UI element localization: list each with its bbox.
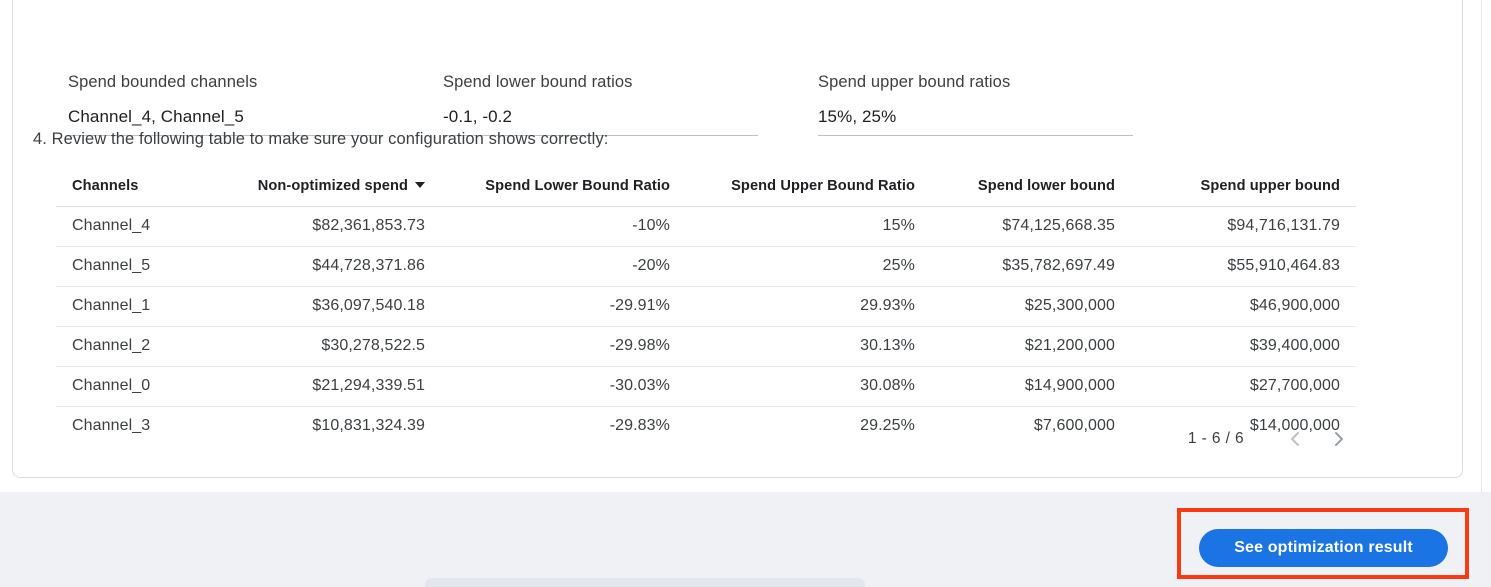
paginator-range-label: 1 - 6 / 6 (1187, 430, 1244, 447)
cell-channel: Channel_3 (72, 417, 151, 434)
column-header-spend-upper-bound-label: Spend upper bound (1200, 178, 1340, 194)
cell-spend-lower-bound-ratio: -20% (441, 246, 686, 287)
field-input-spend-upper-bound-ratios[interactable]: 15%, 25% (818, 106, 1133, 136)
sort-descending-icon (415, 182, 425, 188)
review-table: Channels Non-optimized spend Spend Lower… (56, 178, 1356, 446)
field-input-spend-lower-bound-ratios[interactable]: -0.1, -0.2 (443, 106, 758, 136)
table-row: Channel_1 $36,097,540.18 -29.91% 29.93% … (56, 286, 1356, 327)
column-header-spend-upper-bound-ratio[interactable]: Spend Upper Bound Ratio (686, 178, 931, 207)
cell-channel: Channel_2 (56, 326, 226, 367)
column-header-spend-lower-bound-ratio-label: Spend Lower Bound Ratio (485, 178, 670, 194)
column-header-non-optimized-spend[interactable]: Non-optimized spend (226, 178, 441, 207)
cell-spend-lower-bound: $7,600,000 (1033, 417, 1115, 434)
cell-spend-lower-bound-ratio: -10% (441, 206, 686, 247)
see-optimization-result-button[interactable]: See optimization result (1199, 529, 1448, 567)
column-header-spend-lower-bound-ratio[interactable]: Spend Lower Bound Ratio (441, 178, 686, 207)
table-row: Channel_3 $10,831,324.39 -29.83% 29.25% … (56, 407, 1356, 447)
cell-non-optimized-spend: $82,361,853.73 (226, 206, 441, 247)
cell-spend-lower-bound: $21,200,000 (931, 326, 1131, 367)
table-row: Channel_2 $30,278,522.5 -29.98% 30.13% $… (56, 326, 1356, 367)
cell-non-optimized-spend: $36,097,540.18 (226, 286, 441, 327)
table-row: Channel_5 $44,728,371.86 -20% 25% $35,78… (56, 246, 1356, 287)
cell-spend-lower-bound: $14,900,000 (931, 366, 1131, 407)
bounds-fields-row: Spend bounded channels Channel_4, Channe… (68, 72, 1408, 142)
cell-spend-upper-bound: $94,716,131.79 (1131, 206, 1356, 247)
cell-spend-upper-bound-ratio: 29.93% (686, 286, 931, 327)
cta-highlight-annotation (1177, 508, 1469, 579)
cell-spend-upper-bound-ratio: 30.08% (686, 366, 931, 407)
cell-spend-upper-bound-ratio: 25% (686, 246, 931, 287)
chevron-right-icon (1331, 429, 1347, 449)
table-header-row: Channels Non-optimized spend Spend Lower… (56, 178, 1356, 207)
column-header-channels[interactable]: Channels (56, 178, 226, 207)
field-value-spend-lower-bound-ratios: -0.1, -0.2 (443, 107, 513, 126)
field-spend-upper-bound-ratios: Spend upper bound ratios 15%, 25% (818, 72, 1133, 136)
paginator-next-button[interactable] (1322, 424, 1356, 454)
paginator-previous-button[interactable] (1278, 424, 1312, 454)
cell-spend-lower-bound: $74,125,668.35 (931, 206, 1131, 247)
column-header-spend-upper-bound[interactable]: Spend upper bound (1131, 178, 1356, 207)
field-spend-lower-bound-ratios: Spend lower bound ratios -0.1, -0.2 (443, 72, 758, 136)
cell-channel: Channel_1 (56, 286, 226, 327)
cell-spend-upper-bound-ratio: 30.13% (686, 326, 931, 367)
cell-non-optimized-spend: $44,728,371.86 (226, 246, 441, 287)
field-value-spend-bounded-channels: Channel_4, Channel_5 (68, 107, 244, 126)
cell-spend-lower-bound-ratio: -29.83% (609, 417, 670, 434)
cell-channel: Channel_5 (56, 246, 226, 287)
cell-channel: Channel_4 (56, 206, 226, 247)
cell-spend-lower-bound-ratio: -29.91% (441, 286, 686, 327)
field-label-spend-upper-bound-ratios: Spend upper bound ratios (818, 73, 1011, 91)
cell-spend-upper-bound: $55,910,464.83 (1131, 246, 1356, 287)
cell-spend-lower-bound: $25,300,000 (931, 286, 1131, 327)
cell-spend-upper-bound: $14,000,000 (1249, 417, 1340, 434)
cell-non-optimized-spend: $30,278,522.5 (226, 326, 441, 367)
column-header-spend-lower-bound[interactable]: Spend lower bound (931, 178, 1131, 207)
review-table-container: Channels Non-optimized spend Spend Lower… (56, 178, 1356, 446)
cell-spend-upper-bound: $39,400,000 (1131, 326, 1356, 367)
chevron-left-icon (1287, 429, 1303, 449)
step-4-instruction: 4. Review the following table to make su… (33, 130, 609, 148)
cell-spend-upper-bound-ratio: 15% (686, 206, 931, 247)
cell-non-optimized-spend: $10,831,324.39 (312, 417, 425, 434)
field-label-spend-lower-bound-ratios: Spend lower bound ratios (443, 73, 633, 91)
cell-spend-upper-bound: $27,700,000 (1131, 366, 1356, 407)
see-optimization-result-label: See optimization result (1234, 539, 1413, 556)
cell-spend-upper-bound: $46,900,000 (1131, 286, 1356, 327)
cell-spend-lower-bound-ratio: -30.03% (441, 366, 686, 407)
footer-sheet-handle (425, 578, 865, 587)
field-value-spend-upper-bound-ratios: 15%, 25% (818, 107, 897, 126)
table-paginator: 1 - 6 / 6 (1130, 424, 1356, 454)
column-header-channels-label: Channels (72, 178, 139, 194)
column-header-non-optimized-spend-label: Non-optimized spend (257, 178, 408, 194)
column-header-spend-upper-bound-ratio-label: Spend Upper Bound Ratio (731, 178, 915, 194)
field-spend-bounded-channels: Spend bounded channels Channel_4, Channe… (68, 72, 383, 136)
table-row: Channel_4 $82,361,853.73 -10% 15% $74,12… (56, 206, 1356, 247)
cell-non-optimized-spend: $21,294,339.51 (226, 366, 441, 407)
field-label-spend-bounded-channels: Spend bounded channels (68, 73, 258, 91)
review-table-head: Channels Non-optimized spend Spend Lower… (56, 178, 1356, 207)
column-header-spend-lower-bound-label: Spend lower bound (977, 178, 1115, 194)
cell-spend-lower-bound-ratio: -29.98% (441, 326, 686, 367)
table-row: Channel_0 $21,294,339.51 -30.03% 30.08% … (56, 366, 1356, 407)
cell-spend-lower-bound: $35,782,697.49 (931, 246, 1131, 287)
field-input-spend-bounded-channels[interactable]: Channel_4, Channel_5 (68, 106, 383, 136)
cell-channel: Channel_0 (56, 366, 226, 407)
cell-spend-upper-bound-ratio: 29.25% (860, 417, 915, 434)
review-table-body: Channel_4 $82,361,853.73 -10% 15% $74,12… (56, 206, 1356, 447)
